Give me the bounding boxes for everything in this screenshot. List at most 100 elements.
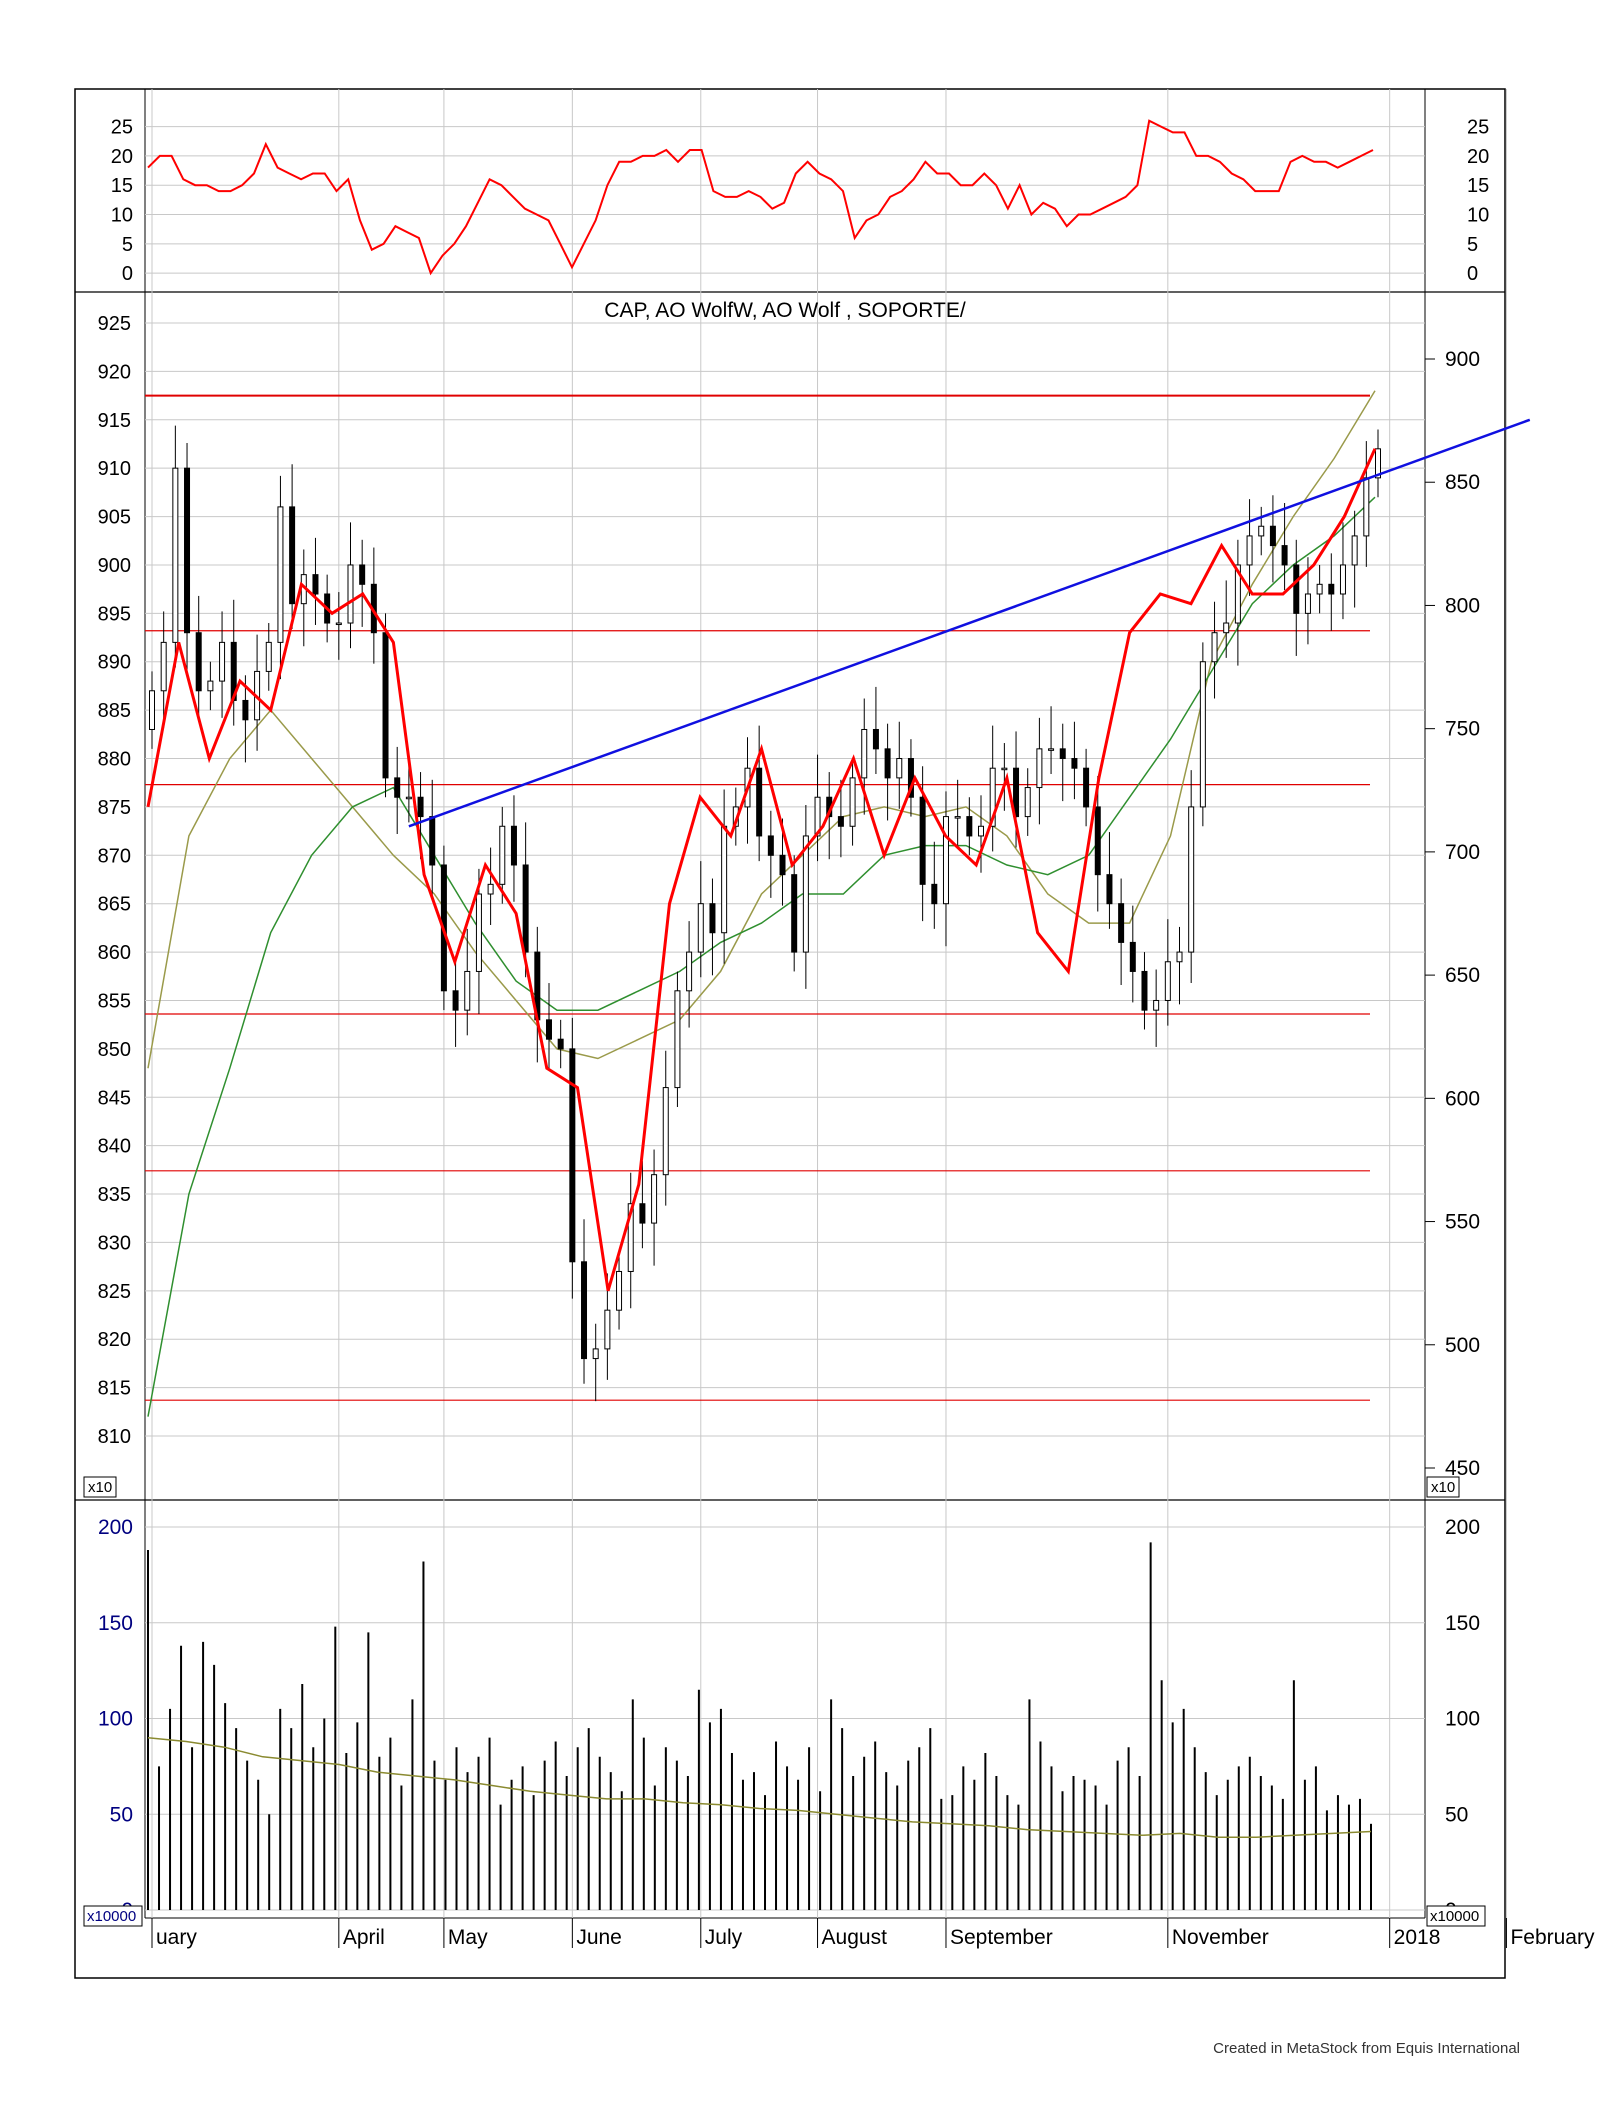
candle-body (394, 777, 401, 798)
price-candle (942, 791, 949, 947)
volume-right-tick-label: 100 (1445, 1708, 1480, 1731)
price-candle (1223, 580, 1230, 658)
price-candle (627, 1172, 634, 1309)
price-right-tick-label: 800 (1445, 594, 1480, 617)
candle-body (557, 1038, 564, 1050)
price-pane (145, 390, 1531, 1417)
price-candle (347, 522, 354, 649)
price-candle (1269, 495, 1276, 583)
candle-body (1351, 535, 1358, 566)
price-right-scale-box (1426, 1476, 1460, 1498)
volume-right-scale-label: x10000 (1430, 1908, 1479, 1925)
volume-left-tick-label: 150 (98, 1612, 133, 1635)
candle-body (312, 574, 319, 595)
price-right-tick-label: 900 (1445, 348, 1480, 371)
price-candle (394, 746, 401, 835)
volume-right-scale-box (1426, 1905, 1486, 1927)
candle-body (1094, 806, 1101, 876)
price-left-tick-label: 815 (98, 1378, 131, 1400)
price-candle (1281, 503, 1288, 591)
price-candle (814, 754, 821, 862)
price-candle (534, 926, 541, 1063)
volume-pane (147, 1542, 1372, 1910)
candle-body (1164, 961, 1171, 1001)
price-left-tick-label: 860 (98, 942, 131, 964)
candle-body (487, 883, 494, 895)
price-candle (219, 611, 226, 718)
volume-right-tick-label: 200 (1445, 1516, 1480, 1539)
price-left-tick-label: 885 (98, 700, 131, 722)
indicator-left-tick-label: 20 (111, 146, 133, 168)
candle-body (1246, 535, 1253, 566)
candle-body (569, 1048, 576, 1263)
candle-body (1316, 583, 1323, 595)
indicator-left-tick-label: 25 (111, 117, 133, 139)
candle-body (662, 1087, 669, 1176)
time-tick-label: June (576, 1926, 622, 1949)
price-left-tick-label: 875 (98, 797, 131, 819)
volume-left-tick-label: 200 (98, 1516, 133, 1539)
price-candle (1258, 506, 1265, 556)
candle-body (195, 632, 202, 692)
price-candle (1375, 429, 1381, 498)
price-candle (1328, 553, 1335, 631)
price-candle (522, 822, 529, 978)
price-candle (802, 804, 809, 989)
candle-body (1211, 632, 1218, 663)
candle-body (1375, 448, 1381, 479)
price-candle (1188, 770, 1195, 984)
candle-body (1036, 748, 1043, 789)
candle-body (219, 641, 226, 682)
price-candle (557, 1019, 564, 1069)
candle-body (1001, 767, 1008, 771)
price-left-tick-label: 845 (98, 1087, 131, 1109)
chart-frame (74, 88, 1506, 1979)
price-left-tick-label: 895 (98, 603, 131, 625)
price-left-tick-label: 830 (98, 1232, 131, 1254)
price-candle (569, 1017, 576, 1299)
price-candle (1176, 926, 1183, 1005)
candle-body (1083, 767, 1090, 808)
price-candle (1048, 706, 1055, 775)
price-candle (452, 959, 459, 1047)
candle-body (978, 825, 985, 837)
price-right-tick-label: 700 (1445, 841, 1480, 864)
volume-ma-line (147, 1736, 1372, 1838)
candle-body (382, 632, 389, 779)
price-candle (195, 595, 202, 722)
time-tick-label: February (1510, 1926, 1595, 1949)
price-candle (1106, 832, 1113, 929)
candle-body (616, 1270, 623, 1311)
candle-body (359, 564, 366, 585)
indicator-left-tick-label: 0 (122, 263, 133, 285)
price-left-tick-label: 840 (98, 1136, 131, 1158)
candle-body (184, 467, 191, 634)
price-candle (989, 725, 996, 852)
price-candle (616, 1252, 623, 1330)
price-candle (464, 928, 471, 1036)
price-candle (697, 861, 704, 978)
price-candle (581, 1219, 588, 1384)
candle-body (837, 816, 844, 827)
candle-body (802, 835, 809, 953)
price-candle (429, 779, 436, 896)
price-candle (545, 983, 552, 1071)
candle-body (510, 825, 517, 866)
indicator-right-tick-label: 5 (1467, 234, 1478, 256)
candle-body (931, 883, 938, 905)
candle-body (674, 990, 681, 1089)
price-left-tick-label: 850 (98, 1039, 131, 1061)
price-candle (884, 723, 891, 821)
price-candle (359, 539, 366, 627)
price-candle (487, 847, 494, 925)
candle-body (1304, 593, 1311, 614)
price-candle (709, 878, 716, 976)
price-candle (1141, 952, 1148, 1030)
price-right-tick-label: 600 (1445, 1087, 1480, 1110)
price-candle (1316, 564, 1323, 614)
price-candle (907, 739, 914, 817)
price-left-tick-label: 870 (98, 845, 131, 867)
indicator-left-tick-label: 5 (122, 234, 133, 256)
candle-body (464, 970, 471, 1011)
